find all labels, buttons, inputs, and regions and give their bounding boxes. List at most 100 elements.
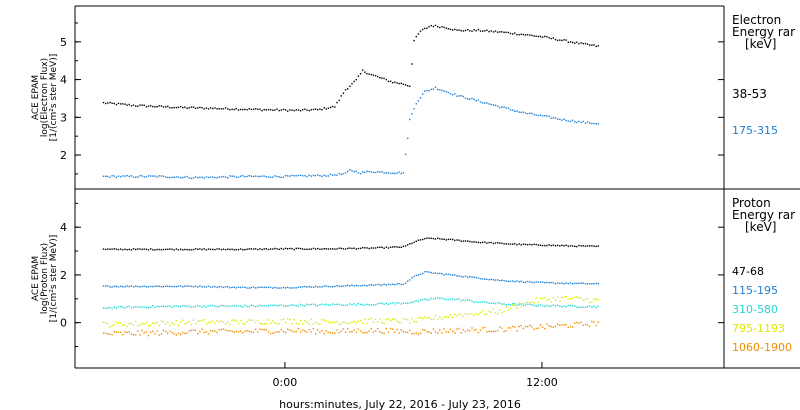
- data-point: [443, 316, 445, 318]
- data-point: [419, 332, 422, 335]
- data-point: [537, 305, 540, 307]
- data-point: [355, 170, 357, 172]
- data-point: [201, 286, 203, 288]
- data-point: [109, 286, 111, 288]
- data-point: [105, 332, 107, 334]
- data-point: [259, 248, 261, 250]
- data-point: [471, 241, 473, 243]
- data-point: [516, 280, 518, 282]
- data-point: [407, 137, 409, 139]
- data-point: [205, 176, 208, 178]
- data-point: [344, 304, 347, 306]
- data-point: [413, 241, 415, 244]
- data-point: [389, 172, 392, 175]
- data-point: [563, 296, 565, 299]
- data-point: [514, 281, 516, 283]
- data-point: [565, 119, 567, 122]
- data-point: [338, 99, 340, 102]
- data-point: [244, 249, 246, 251]
- data-point: [488, 330, 490, 332]
- data-point: [529, 303, 531, 306]
- data-point: [139, 324, 141, 326]
- data-point: [312, 286, 315, 288]
- data-point: [338, 303, 340, 305]
- data-point: [580, 121, 582, 124]
- data-point: [355, 248, 357, 250]
- data-point: [229, 287, 231, 289]
- y-axis-label-line: [1/(cm²s ster MeV)]: [49, 235, 59, 322]
- data-point: [394, 172, 396, 175]
- data-point: [370, 171, 372, 173]
- data-point: [484, 30, 486, 32]
- data-point: [364, 171, 366, 174]
- data-point: [124, 175, 126, 177]
- data-point: [280, 328, 282, 331]
- data-point: [452, 317, 454, 319]
- y-axis-label-line: [1/(cm²s ster MeV)]: [49, 54, 59, 141]
- data-point: [115, 248, 118, 250]
- data-point: [169, 324, 171, 327]
- data-point: [357, 75, 360, 77]
- data-point: [494, 242, 497, 244]
- data-point: [456, 29, 458, 31]
- data-point: [372, 171, 375, 174]
- data-point: [284, 321, 287, 324]
- data-point: [152, 330, 154, 332]
- data-point: [544, 305, 546, 307]
- data-point: [344, 248, 347, 250]
- data-point: [222, 286, 225, 289]
- data-point: [259, 328, 261, 330]
- data-point: [437, 88, 439, 91]
- data-point: [471, 327, 473, 329]
- data-point: [535, 243, 537, 246]
- data-point: [246, 321, 248, 323]
- data-point: [559, 245, 561, 247]
- data-point: [278, 109, 280, 112]
- data-point: [141, 104, 143, 106]
- data-point: [231, 305, 233, 307]
- data-point: [441, 273, 443, 275]
- data-point: [278, 331, 280, 333]
- data-point: [522, 111, 525, 113]
- data-point: [426, 237, 428, 239]
- series-310-580: [102, 297, 599, 310]
- data-point: [469, 276, 471, 278]
- data-point: [452, 238, 454, 241]
- data-point: [184, 332, 186, 335]
- data-point: [199, 305, 201, 307]
- data-point: [571, 283, 574, 285]
- data-point: [332, 321, 334, 324]
- data-point: [107, 307, 109, 309]
- data-point: [469, 299, 471, 301]
- data-point: [379, 318, 381, 321]
- data-point: [143, 104, 145, 106]
- data-point: [454, 313, 456, 315]
- data-point: [563, 245, 565, 247]
- data-point: [353, 303, 355, 305]
- data-point: [128, 248, 130, 251]
- data-point: [158, 285, 160, 287]
- data-point: [167, 321, 169, 324]
- data-point: [192, 286, 195, 288]
- data-point: [580, 245, 582, 247]
- data-point: [554, 117, 557, 119]
- data-point: [469, 330, 471, 332]
- data-point: [269, 304, 272, 306]
- data-point: [347, 304, 349, 306]
- data-point: [396, 320, 398, 322]
- data-point: [293, 109, 295, 112]
- data-point: [597, 321, 599, 323]
- data-point: [190, 285, 193, 287]
- data-point: [389, 327, 392, 330]
- data-point: [342, 92, 345, 94]
- data-point: [115, 331, 118, 333]
- data-point: [349, 331, 351, 333]
- data-point: [199, 285, 201, 287]
- data-point: [571, 119, 574, 121]
- data-point: [126, 104, 128, 106]
- data-point: [445, 298, 447, 301]
- data-point: [548, 325, 550, 327]
- data-point: [368, 170, 370, 173]
- data-point: [591, 245, 593, 247]
- data-point: [411, 277, 413, 279]
